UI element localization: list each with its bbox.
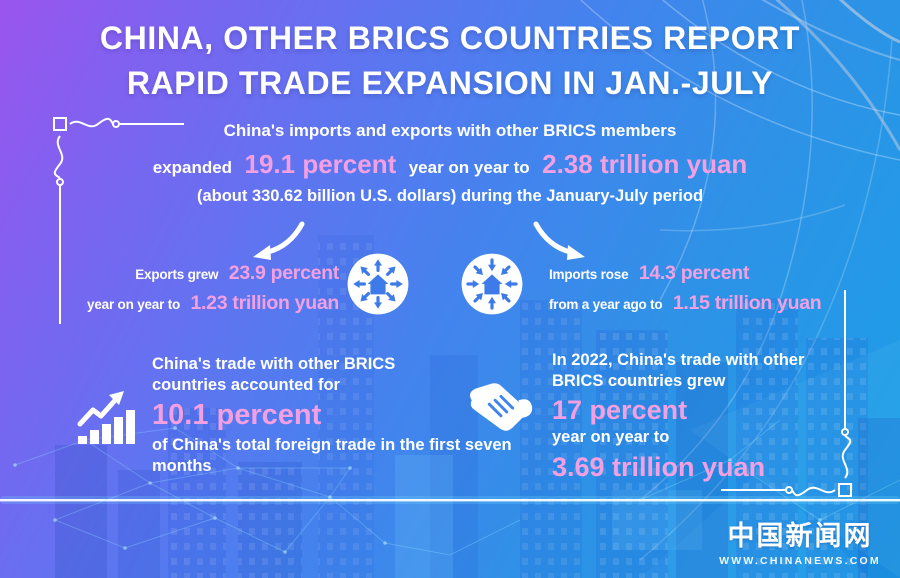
imports-stat-block: Imports rose 14.3 percent from a year ag… bbox=[546, 259, 824, 319]
trade-share-percent-stat: 10.1 percent bbox=[152, 399, 322, 432]
exports-value-stat: 1.23 trillion yuan bbox=[190, 292, 340, 314]
growth-percent-stat: 19.1 percent bbox=[244, 149, 397, 179]
trade-share-lead: China's trade with other BRICS countries… bbox=[152, 355, 396, 394]
summary-line1: China's imports and exports with other B… bbox=[223, 121, 677, 140]
headline: CHINA, OTHER BRICS COUNTRIES REPORT RAPI… bbox=[0, 16, 900, 107]
imports-percent-stat: 14.3 percent bbox=[638, 262, 750, 284]
summary-yoy-label: year on year to bbox=[408, 158, 530, 177]
exports-lead-label: Exports grew bbox=[135, 267, 219, 282]
trade-2022-value-stat: 3.69 trillion yuan bbox=[552, 452, 766, 483]
exports-mid-label: year on year to bbox=[87, 297, 181, 312]
exports-line1: Exports grew 23.9 percent bbox=[84, 259, 342, 289]
trade-2022-mid-label: year on year to bbox=[552, 428, 670, 447]
house-arrows-in-icon bbox=[461, 253, 523, 315]
headline-line1: CHINA, OTHER BRICS COUNTRIES REPORT bbox=[99, 20, 801, 56]
summary-expanded-label: expanded bbox=[152, 158, 233, 177]
trade-share-block: China's trade with other BRICS countries… bbox=[152, 354, 538, 477]
headline-line2: RAPID TRADE EXPANSION IN JAN.-JULY bbox=[126, 65, 774, 102]
imports-line2: from a year ago to 1.15 trillion yuan bbox=[546, 289, 824, 319]
trade-value-stat: 2.38 trillion yuan bbox=[542, 149, 748, 179]
exports-percent-stat: 23.9 percent bbox=[228, 262, 340, 284]
chinanews-logo-website: WWW.CHINANEWS.COM bbox=[719, 555, 881, 567]
trade-2022-lead: In 2022, China's trade with other BRICS … bbox=[552, 351, 805, 390]
chinanews-logo-name: 中国新闻网 bbox=[727, 521, 873, 551]
house-arrows-out-icon bbox=[347, 253, 409, 315]
summary-section: China's imports and exports with other B… bbox=[0, 121, 900, 206]
imports-line1: Imports rose 14.3 percent bbox=[546, 259, 824, 289]
trade-share-tail: of China's total foreign trade in the fi… bbox=[152, 436, 512, 475]
exports-stat-block: Exports grew 23.9 percent year on year t… bbox=[84, 259, 342, 319]
handshake-icon bbox=[469, 383, 533, 431]
curved-arrow-down-right-icon bbox=[533, 221, 585, 260]
summary-stat-line: expanded 19.1 percent year on year to 2.… bbox=[0, 149, 900, 180]
horizon-glow-line bbox=[0, 496, 900, 504]
chinanews-logo: 中国新闻网 WWW.CHINANEWS.COM bbox=[712, 514, 888, 567]
imports-value-stat: 1.15 trillion yuan bbox=[672, 292, 822, 314]
bar-chart-growth-icon bbox=[77, 391, 135, 444]
summary-line3: (about 330.62 billion U.S. dollars) duri… bbox=[196, 187, 704, 205]
imports-mid-label: from a year ago to bbox=[549, 297, 663, 312]
exports-line2: year on year to 1.23 trillion yuan bbox=[84, 289, 342, 319]
trade-2022-block: In 2022, China's trade with other BRICS … bbox=[552, 350, 848, 483]
trade-2022-percent-stat: 17 percent bbox=[552, 395, 688, 426]
curved-arrow-down-left-icon bbox=[253, 221, 305, 260]
imports-lead-label: Imports rose bbox=[549, 267, 629, 282]
